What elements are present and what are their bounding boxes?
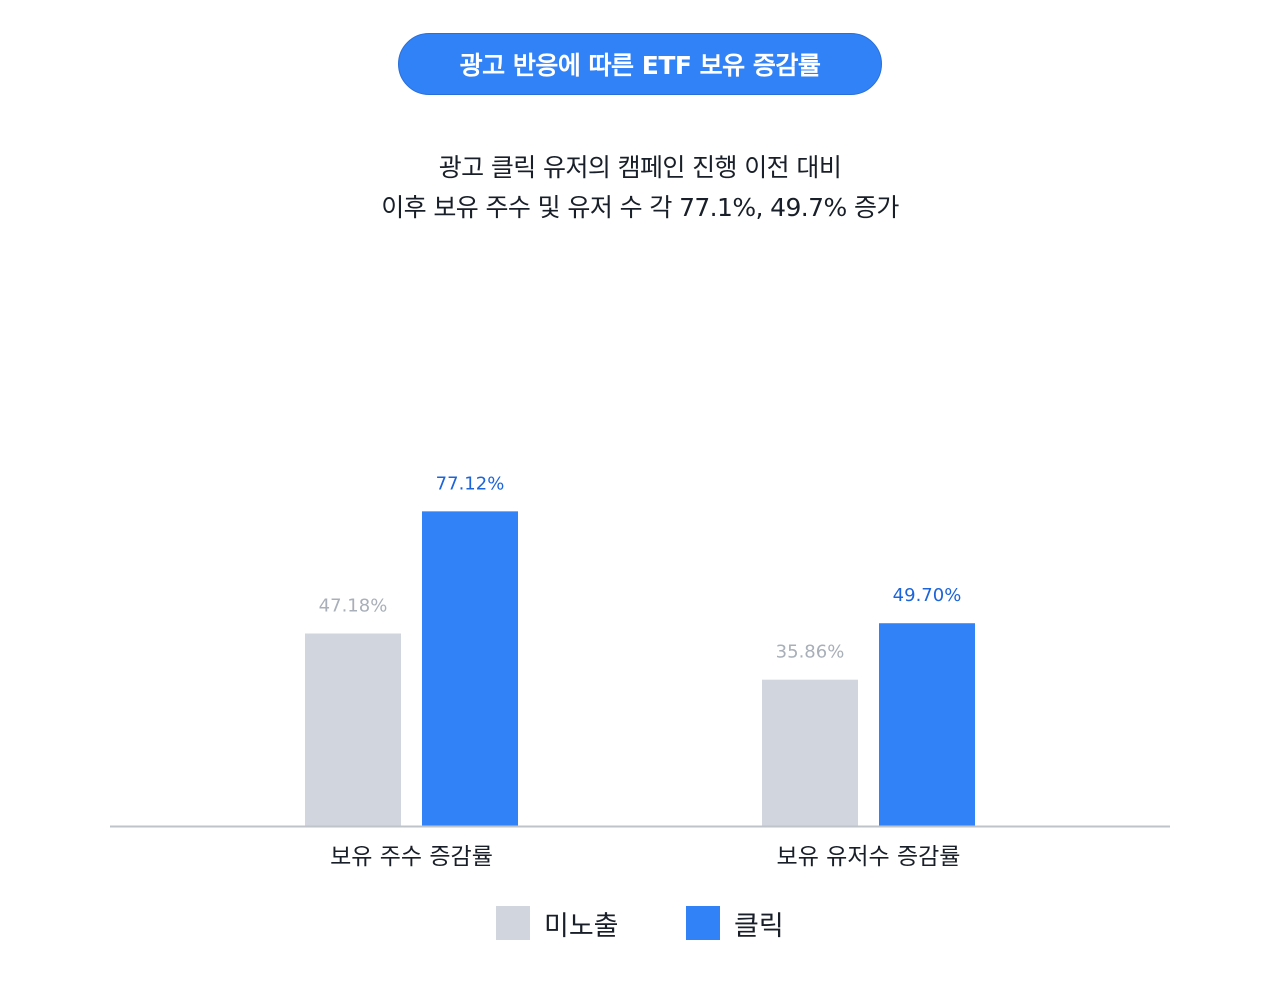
chart-title-pill: 광고 반응에 따른 ETF 보유 증감률: [398, 33, 882, 95]
legend-swatch-unexposed: [496, 906, 530, 940]
data-label-unexposed-0: 47.18%: [319, 596, 388, 617]
bar-unexposed-0: [305, 633, 401, 826]
chart-subtitle-line-2: 이후 보유 주수 및 유저 수 각 77.1%, 49.7% 증가: [381, 193, 899, 222]
bar-unexposed-1: [762, 679, 858, 826]
data-label-click-0: 77.12%: [436, 473, 505, 494]
chart-subtitle-line-1: 광고 클릭 유저의 캠페인 진행 이전 대비: [438, 153, 842, 182]
legend-swatch-click: [686, 906, 720, 940]
legend-item-click: 클릭: [686, 905, 784, 942]
category-label-1: 보유 유저수 증감률: [777, 844, 961, 870]
category-label-0: 보유 주수 증감률: [330, 844, 493, 870]
bar-click-0: [422, 511, 518, 826]
data-label-unexposed-1: 35.86%: [776, 642, 845, 663]
legend-item-unexposed: 미노출: [496, 905, 619, 942]
legend-label-unexposed: 미노출: [544, 910, 619, 942]
data-label-click-1: 49.70%: [893, 585, 962, 606]
legend: 미노출 클릭: [0, 905, 1280, 942]
bar-click-1: [879, 623, 975, 826]
legend-label-click: 클릭: [734, 910, 784, 942]
chart-title: 광고 반응에 따른 ETF 보유 증감률: [459, 51, 821, 80]
